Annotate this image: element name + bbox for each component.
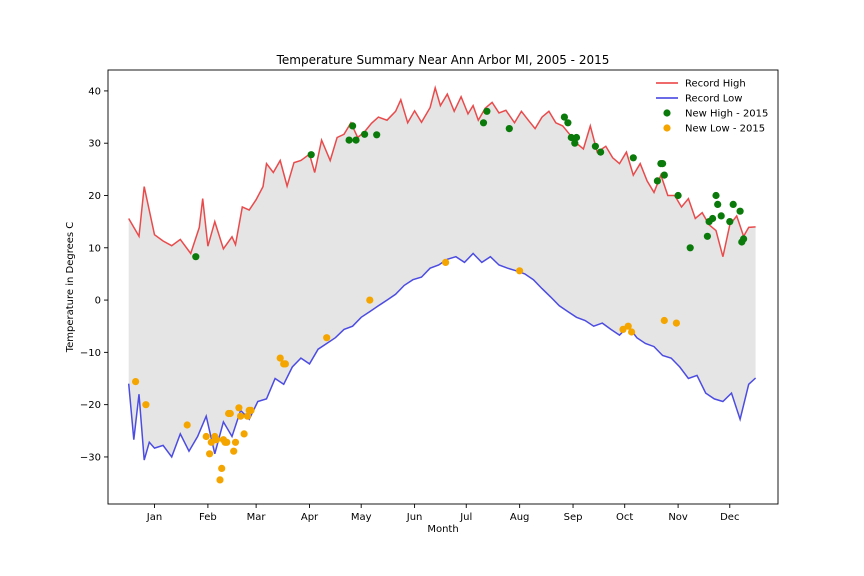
- new-high-2015-point: [567, 133, 575, 142]
- new-high-2015-point: [659, 160, 667, 168]
- new-high-2015-point: [479, 119, 488, 127]
- new-low-2015-point: [223, 438, 231, 446]
- new-high-2015-point: [726, 218, 734, 226]
- x-tick-label: Jul: [459, 512, 472, 523]
- new-low-2015-point: [226, 409, 234, 418]
- x-tick-label: Oct: [616, 512, 633, 523]
- x-tick-label: Jun: [406, 512, 423, 523]
- new-high-2015-point: [572, 133, 581, 142]
- new-low-2015-point: [218, 464, 226, 472]
- y-tick-label: 10: [88, 243, 101, 254]
- new-high-2015-point: [653, 177, 662, 185]
- new-high-2015-point: [660, 171, 668, 179]
- new-high-2015-point: [352, 136, 360, 144]
- new-high-2015-point: [629, 154, 637, 162]
- legend-label: Record High: [685, 79, 746, 90]
- new-high-2015-point: [571, 139, 579, 147]
- new-high-2015-point: [717, 212, 725, 220]
- new-low-2015-point: [516, 267, 524, 275]
- legend-label: Record Low: [685, 94, 742, 105]
- chart-title: Temperature Summary Near Ann Arbor MI, 2…: [276, 53, 610, 67]
- new-low-2015-point: [247, 406, 255, 414]
- y-tick-label: 20: [88, 191, 101, 202]
- new-low-2015-point: [366, 296, 374, 304]
- y-tick-label: −10: [80, 348, 101, 359]
- new-high-2015-point: [686, 244, 694, 252]
- legend-label: New High - 2015: [685, 109, 768, 120]
- new-low-2015-point: [216, 476, 224, 484]
- y-tick-label: 0: [95, 296, 101, 307]
- new-high-2015-point: [345, 136, 353, 144]
- new-high-2015-point: [709, 214, 717, 223]
- new-high-2015-point: [192, 253, 200, 261]
- x-tick-label: Nov: [668, 512, 688, 523]
- new-low-2015-point: [206, 450, 214, 458]
- y-tick-label: 40: [88, 86, 101, 97]
- new-low-2015-point: [142, 401, 150, 409]
- new-high-2015-point: [714, 200, 722, 208]
- new-low-2015-point: [672, 319, 681, 327]
- new-low-2015-point: [202, 432, 210, 441]
- record-high-line: [128, 84, 756, 257]
- new-high-2015-point: [560, 113, 569, 121]
- y-axis-label: Temperature in Degrees C: [65, 222, 76, 354]
- new-high-2015-point: [729, 200, 737, 208]
- new-low-2015-point: [237, 412, 245, 420]
- x-tick-label: Apr: [301, 512, 319, 523]
- axes-frame: [107, 69, 779, 505]
- new-low-2015-point: [442, 258, 450, 266]
- new-low-2015-point: [240, 430, 248, 438]
- new-low-2015-point: [624, 322, 632, 330]
- new-low-2015-point: [132, 378, 140, 386]
- legend-swatch-marker: [663, 109, 671, 117]
- x-tick-label: Mar: [247, 512, 267, 523]
- new-high-2015-point: [591, 142, 600, 150]
- new-high-2015-point: [564, 119, 572, 127]
- new-high-2015-point: [505, 125, 513, 133]
- new-low-2015-point: [619, 325, 627, 333]
- x-tick-label: Sep: [564, 512, 583, 523]
- legend-label: New Low - 2015: [685, 124, 765, 135]
- new-high-2015-point: [349, 122, 357, 130]
- y-tick-label: 30: [88, 139, 101, 150]
- new-high-2015-point: [736, 207, 744, 215]
- x-tick-label: Dec: [720, 512, 739, 523]
- new-low-2015-point: [243, 412, 252, 420]
- legend: Record High Record Low New High - 2015 New …: [656, 79, 768, 135]
- new-high-2015-point: [740, 235, 748, 243]
- new-low-2015-point: [230, 447, 238, 455]
- new-low-2015-point: [212, 436, 221, 444]
- new-low-2015-point: [660, 316, 668, 325]
- y-tick-label: −30: [80, 452, 101, 463]
- new-low-2015-point: [276, 354, 284, 362]
- new-low-2015-point: [323, 334, 331, 342]
- plot-area: Jan Feb Mar Apr May Jun Jul Aug Sep Oct Nov Dec −30 −…: [80, 69, 779, 523]
- x-tick-label: Aug: [510, 512, 530, 523]
- new-low-2015-point: [628, 328, 636, 336]
- new-low-2015-point: [183, 421, 191, 429]
- x-tick-label: Jan: [146, 512, 162, 523]
- legend-swatch-marker: [663, 124, 671, 132]
- new-low-2015-point: [235, 404, 243, 412]
- x-axis-label: Month: [427, 524, 458, 535]
- new-high-2015-point: [712, 191, 720, 200]
- new-high-2015-point: [674, 191, 682, 200]
- y-tick-label: −20: [80, 400, 101, 411]
- new-low-2015-point: [281, 360, 289, 368]
- new-high-2015-point: [307, 151, 315, 159]
- new-high-2015-point: [361, 130, 369, 138]
- new-high-2015-point: [597, 148, 605, 156]
- new-high-2015-point: [703, 232, 712, 240]
- new-low-2015-point: [231, 438, 240, 446]
- x-tick-label: Feb: [199, 512, 217, 523]
- new-high-2015-point: [483, 107, 491, 115]
- new-high-2015-point: [373, 131, 381, 139]
- x-tick-label: May: [351, 512, 372, 523]
